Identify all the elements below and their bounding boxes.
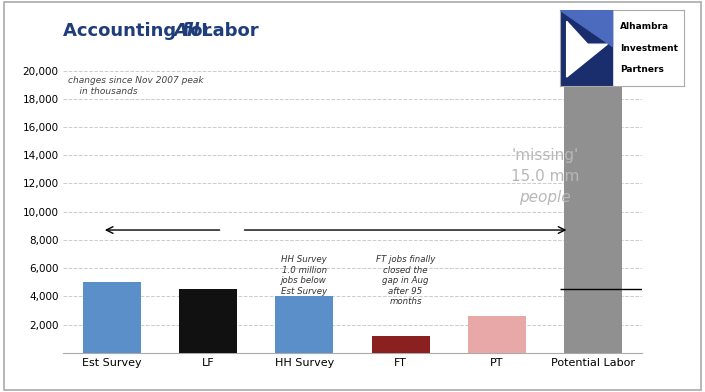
- Bar: [179, 289, 237, 353]
- Text: 'missing': 'missing': [512, 148, 579, 163]
- Bar: [565, 80, 623, 353]
- Polygon shape: [560, 10, 612, 47]
- Text: 15.0 mm: 15.0 mm: [511, 169, 580, 184]
- Bar: [372, 336, 429, 353]
- Text: Partners: Partners: [620, 65, 663, 74]
- Text: changes since Nov 2007 peak
    in thousands: changes since Nov 2007 peak in thousands: [68, 76, 204, 96]
- Bar: [82, 282, 140, 353]
- Bar: [276, 296, 333, 353]
- Polygon shape: [560, 10, 612, 86]
- Text: All: All: [173, 22, 199, 40]
- Polygon shape: [560, 10, 612, 86]
- Text: Alhambra: Alhambra: [620, 22, 669, 31]
- Bar: [468, 316, 526, 353]
- Polygon shape: [567, 21, 608, 77]
- Text: FT jobs finally
closed the
gap in Aug
after 95
months: FT jobs finally closed the gap in Aug af…: [376, 256, 435, 306]
- Text: Accounting for: Accounting for: [63, 22, 218, 40]
- Text: people: people: [520, 190, 571, 205]
- Text: Investment: Investment: [620, 44, 678, 53]
- Text: Labor: Labor: [195, 22, 259, 40]
- Text: HH Survey
1.0 million
jobs below
Est Survey: HH Survey 1.0 million jobs below Est Sur…: [281, 256, 327, 296]
